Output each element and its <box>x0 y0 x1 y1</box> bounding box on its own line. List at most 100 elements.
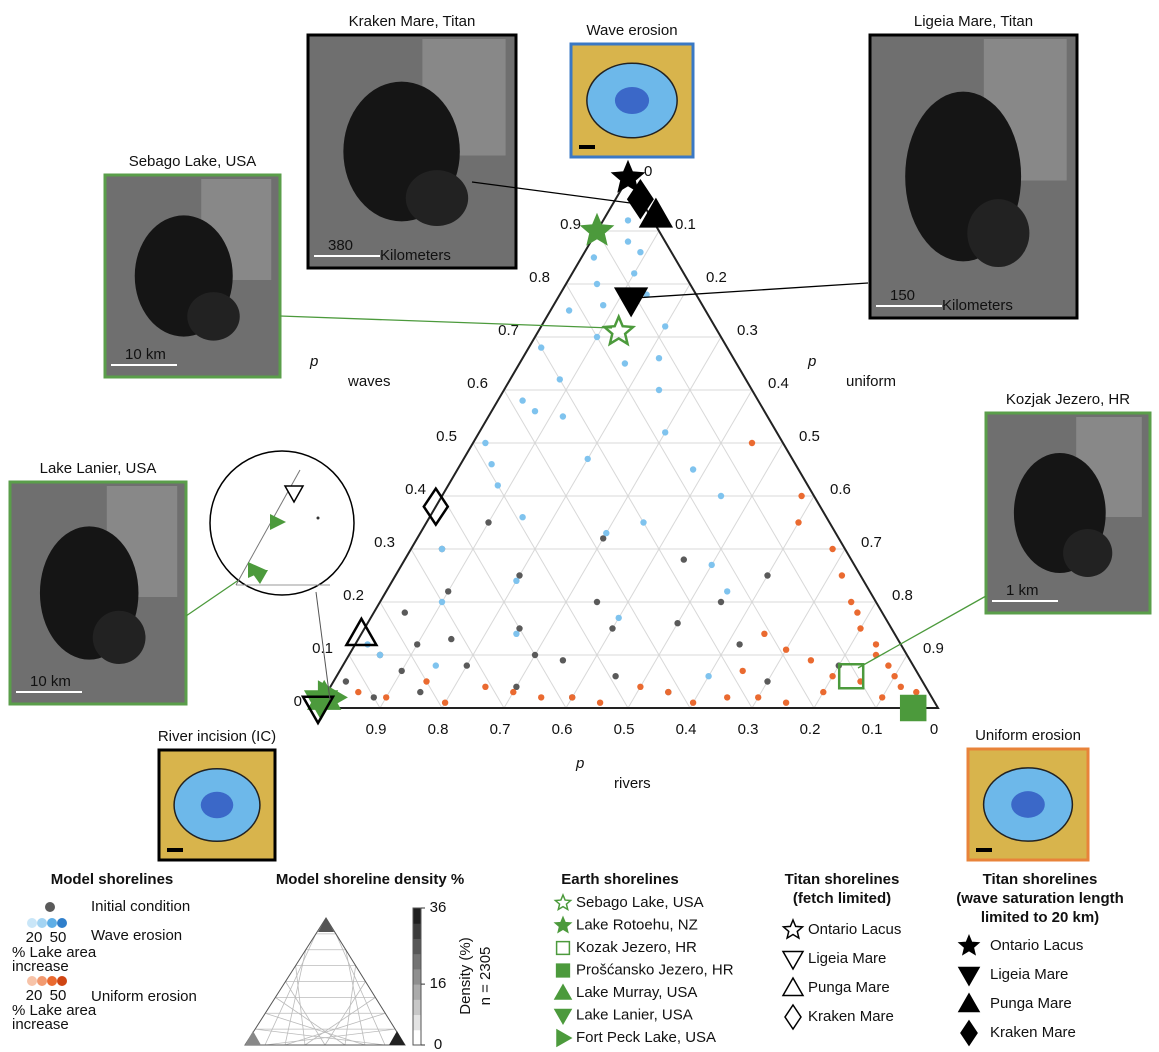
shoreline-marker <box>901 696 925 720</box>
model-point <box>625 217 631 223</box>
legend-label: Kraken Mare <box>990 1024 1076 1041</box>
legend-title: Model shorelines <box>51 871 174 888</box>
model-point <box>829 546 835 552</box>
waves-tick-label: 0.2 <box>343 587 364 604</box>
model-point <box>798 493 804 499</box>
model-point <box>616 615 622 621</box>
density-grid <box>275 997 345 1045</box>
legend-label: Punga Mare <box>808 979 890 996</box>
density-grid <box>265 1029 395 1045</box>
model-point <box>417 689 423 695</box>
legend-swatch <box>45 902 55 912</box>
model-point <box>690 700 696 706</box>
legend-label: Punga Mare <box>990 995 1072 1012</box>
inset-lake <box>187 292 240 340</box>
legend-marker <box>555 1010 571 1024</box>
model-point <box>640 519 646 525</box>
model-point <box>656 387 662 393</box>
inset-title: Wave erosion <box>586 22 677 39</box>
inset-deep <box>1011 791 1045 818</box>
model-point <box>532 408 538 414</box>
model-point <box>383 694 389 700</box>
model-point <box>442 700 448 706</box>
connector <box>634 283 868 298</box>
colorbar-step <box>413 984 421 1000</box>
model-point <box>519 397 525 403</box>
model-point <box>898 684 904 690</box>
model-point <box>891 673 897 679</box>
model-point <box>761 631 767 637</box>
model-point <box>681 556 687 562</box>
scale-label: 150 <box>890 287 915 304</box>
legend-swatch <box>47 976 57 986</box>
model-point <box>718 493 724 499</box>
model-point <box>839 572 845 578</box>
model-point <box>538 344 544 350</box>
scale-label: 10 km <box>125 346 166 363</box>
density-cell <box>245 1031 261 1045</box>
model-point <box>532 652 538 658</box>
scale-label: 380 <box>328 237 353 254</box>
rivers-tick-label: 0.5 <box>614 721 635 738</box>
colorbar-tick-label: 36 <box>430 899 447 916</box>
legend-label: Sebago Lake, USA <box>576 894 704 911</box>
legend-group-title: Titan shorelines <box>785 871 900 888</box>
scale-bar <box>976 848 992 852</box>
model-point <box>448 636 454 642</box>
model-point <box>464 662 470 668</box>
model-point <box>631 270 637 276</box>
uniform-tick-label: 0.4 <box>768 375 789 392</box>
uniform-tick-label: 0 <box>644 163 652 180</box>
legend-group-title: Earth shorelines <box>561 871 679 888</box>
scale-label: Kilometers <box>380 247 451 264</box>
rivers-tick-label: 0 <box>930 721 938 738</box>
inset-deep <box>615 87 649 114</box>
connector <box>186 575 246 616</box>
density-grid <box>305 997 375 1045</box>
uniform-tick-label: 0.2 <box>706 269 727 286</box>
model-point <box>854 609 860 615</box>
colorbar-step <box>413 1015 421 1031</box>
inset-title: River incision (IC) <box>158 728 276 745</box>
axis-label-subscript: uniform <box>846 373 896 390</box>
legend-label: Uniform erosion <box>91 988 197 1005</box>
model-point <box>482 440 488 446</box>
model-point <box>603 530 609 536</box>
model-point <box>594 334 600 340</box>
model-point <box>656 355 662 361</box>
model-point <box>560 413 566 419</box>
connector <box>280 316 612 328</box>
rivers-tick-label: 0.6 <box>552 721 573 738</box>
shoreline-marker <box>604 317 633 344</box>
model-point <box>625 238 631 244</box>
rivers-tick-label: 0.7 <box>490 721 511 738</box>
waves-tick-label: 0.8 <box>529 269 550 286</box>
legend-caption: increase <box>12 958 69 975</box>
model-point <box>755 694 761 700</box>
model-point <box>488 461 494 467</box>
legend-label: Ontario Lacus <box>808 921 901 938</box>
legend-marker <box>961 1021 977 1045</box>
model-point <box>594 599 600 605</box>
rivers-tick-label: 0.2 <box>800 721 821 738</box>
scale-label: 10 km <box>30 673 71 690</box>
colorbar-tick-label: 0 <box>434 1036 442 1052</box>
model-point <box>879 694 885 700</box>
model-point <box>637 249 643 255</box>
legend-label: Kraken Mare <box>808 1008 894 1025</box>
figure: Kraken Mare, Titan380KilometersWave eros… <box>0 0 1159 1052</box>
model-point <box>749 440 755 446</box>
model-point <box>724 694 730 700</box>
model-point <box>600 302 606 308</box>
model-point <box>445 588 451 594</box>
model-point <box>439 546 445 552</box>
model-point <box>439 599 445 605</box>
model-point <box>783 647 789 653</box>
model-point <box>848 599 854 605</box>
model-point <box>724 588 730 594</box>
model-point <box>740 668 746 674</box>
colorbar-step <box>413 1030 421 1046</box>
model-point <box>519 514 525 520</box>
uniform-tick-label: 0.5 <box>799 428 820 445</box>
grid-line <box>628 443 783 708</box>
